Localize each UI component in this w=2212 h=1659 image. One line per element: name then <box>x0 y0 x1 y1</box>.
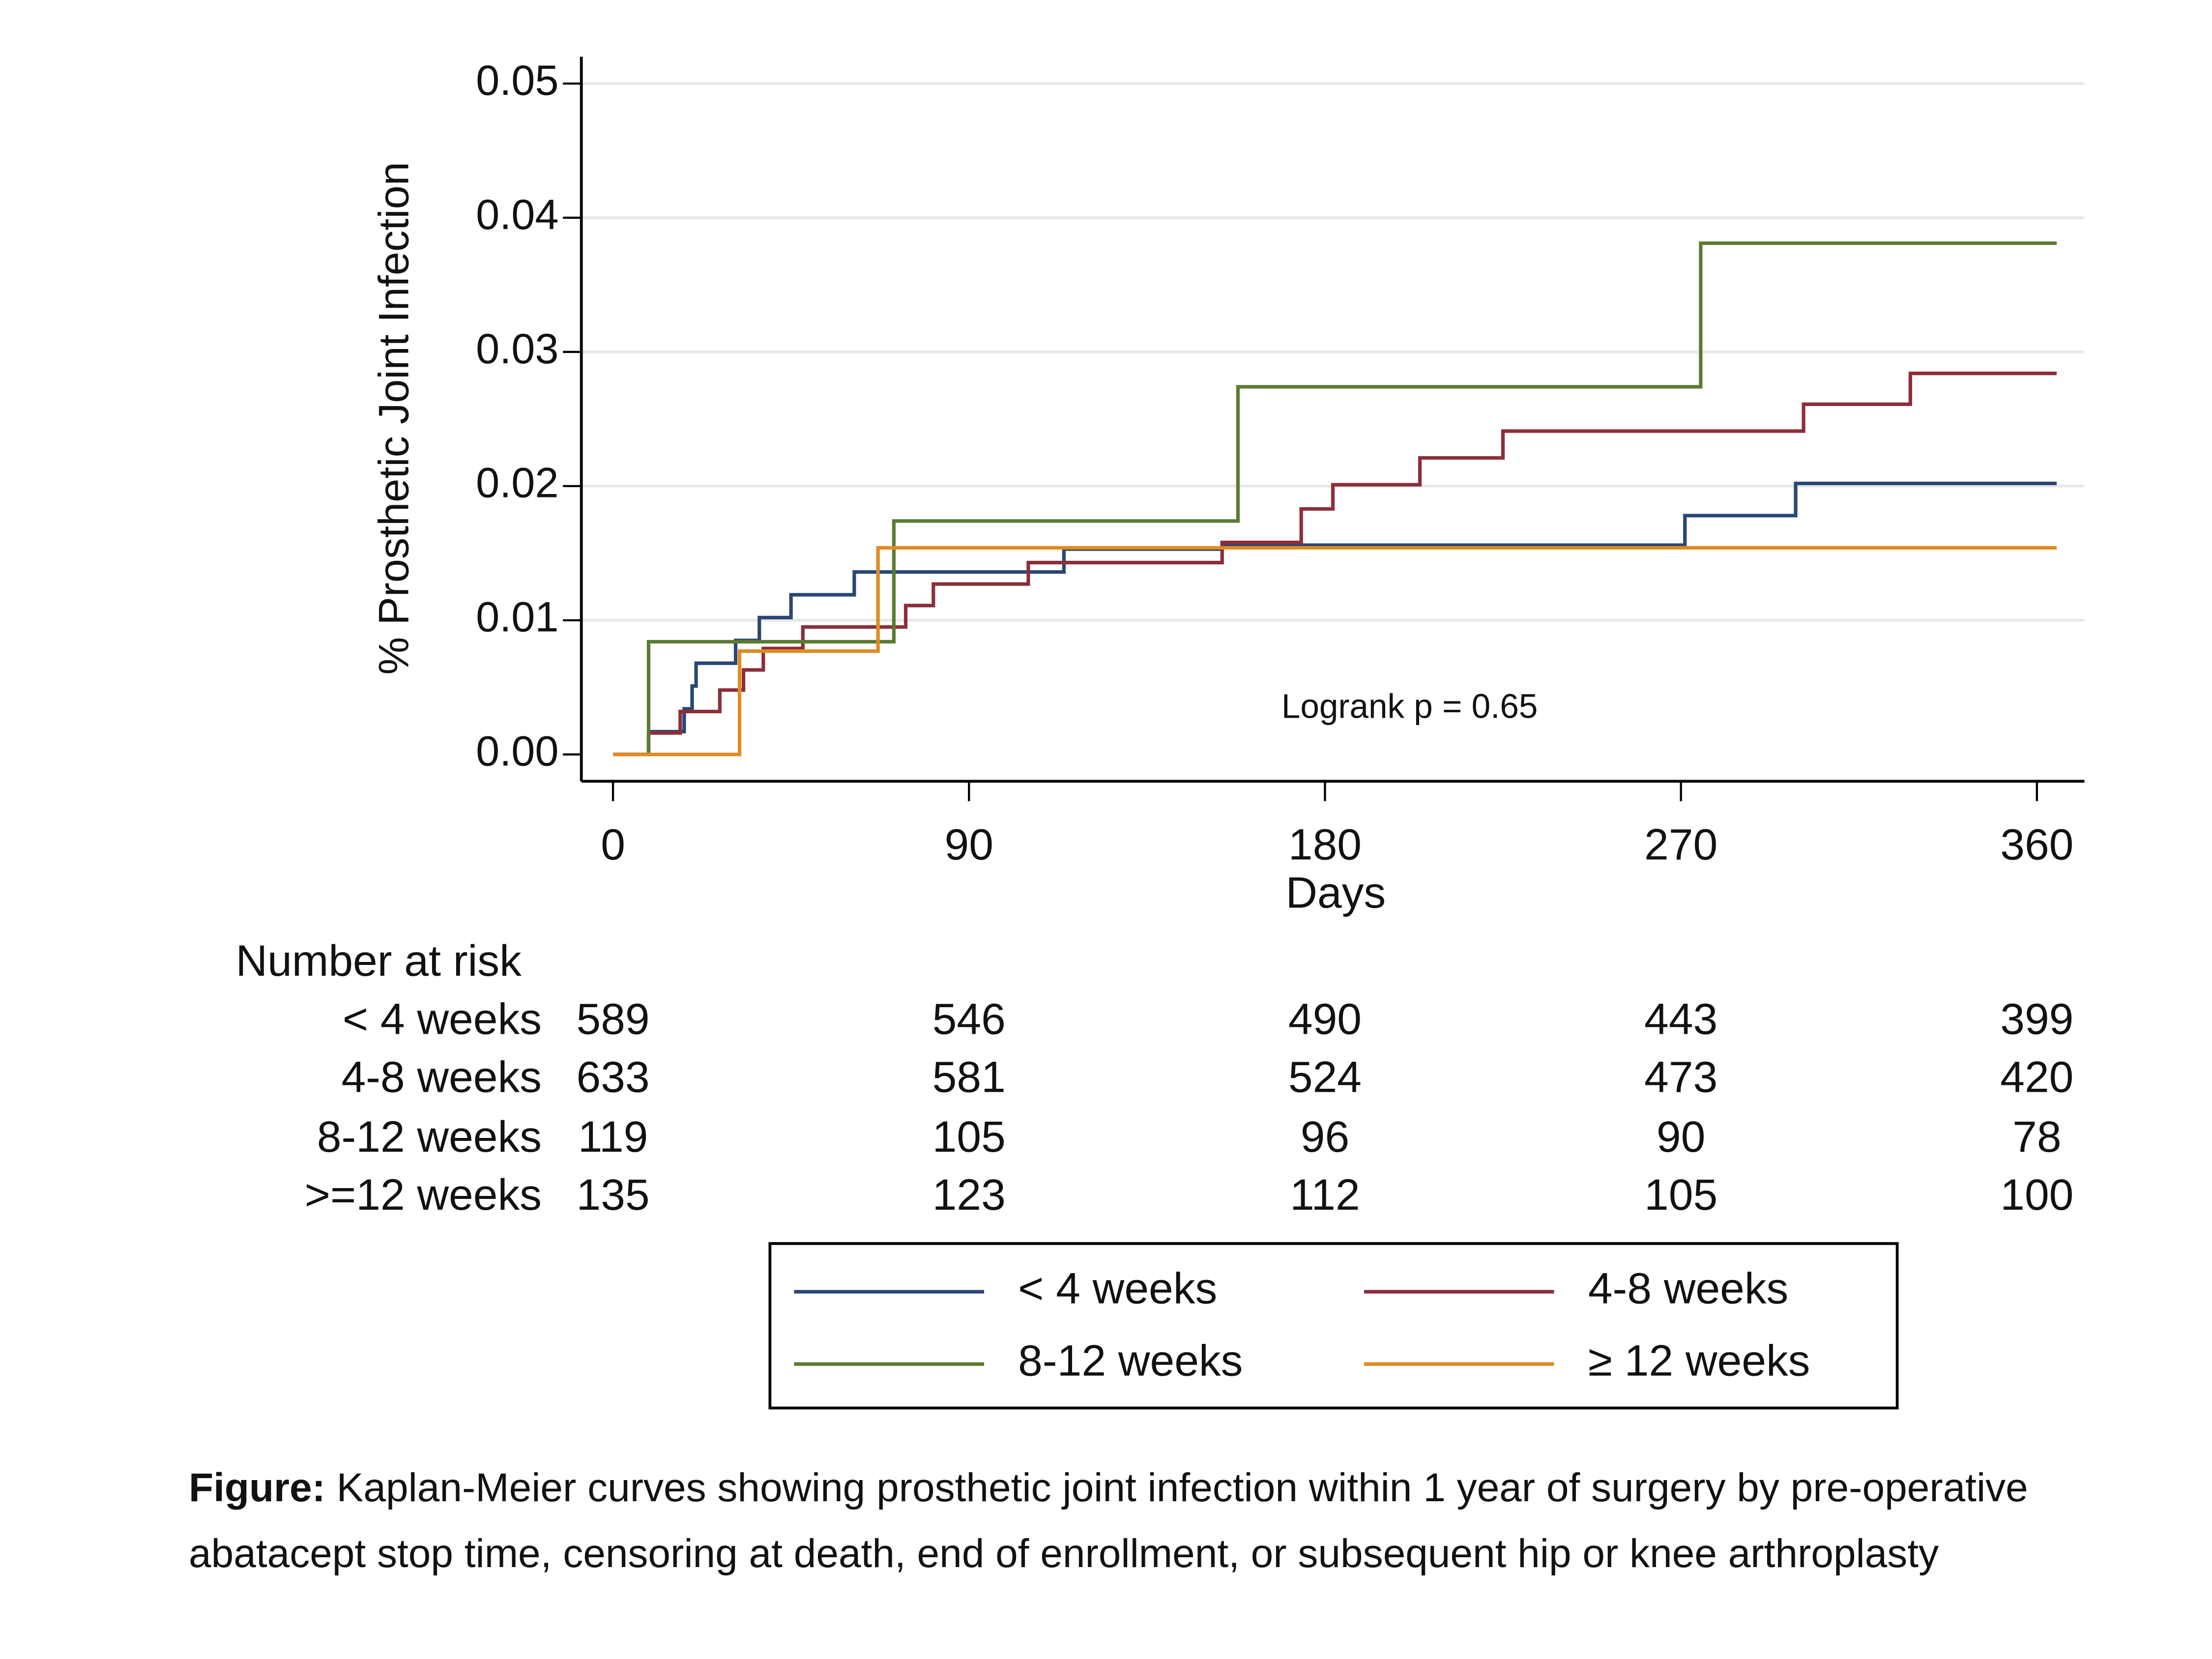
km-curve <box>613 371 2057 757</box>
legend-label: 8-12 weeks <box>1018 1336 1243 1385</box>
x-tick-label: 0 <box>601 820 625 869</box>
risk-table-title: Number at risk <box>236 936 522 985</box>
y-tick-label: 0.02 <box>476 460 558 507</box>
risk-count: 135 <box>576 1170 649 1219</box>
y-tick-label: 0.04 <box>476 191 558 238</box>
risk-count: 420 <box>2000 1052 2073 1102</box>
risk-count: 105 <box>932 1112 1006 1161</box>
legend-box <box>768 1242 1899 1410</box>
risk-count: 112 <box>1290 1170 1360 1219</box>
x-tick-label: 270 <box>1644 820 1717 869</box>
risk-count: 546 <box>932 994 1006 1043</box>
risk-count: 90 <box>1657 1112 1705 1161</box>
legend-label: 4-8 weeks <box>1588 1264 1788 1313</box>
risk-count: 399 <box>2000 994 2073 1043</box>
risk-count: 490 <box>1288 994 1362 1043</box>
risk-count: 581 <box>932 1052 1006 1102</box>
x-tick-label: 90 <box>945 820 993 869</box>
risk-count: 473 <box>1644 1052 1717 1102</box>
x-axis-label: Days <box>1285 868 1386 917</box>
risk-count: 524 <box>1288 1052 1362 1102</box>
risk-count: 78 <box>2012 1112 2061 1161</box>
y-tick-label: 0.05 <box>476 57 558 104</box>
annotation: Logrank p = 0.65 <box>1281 687 1538 725</box>
x-tick-label: 360 <box>2000 820 2073 869</box>
risk-count: 119 <box>578 1112 648 1161</box>
caption-text: Kaplan-Meier curves showing prosthetic j… <box>189 1465 2028 1576</box>
y-tick-label: 0.03 <box>476 325 558 373</box>
risk-row-label: 4-8 weeks <box>341 1052 541 1102</box>
risk-count: 100 <box>2000 1170 2073 1219</box>
risk-count: 443 <box>1644 994 1717 1043</box>
risk-count: 96 <box>1301 1112 1349 1161</box>
risk-count: 123 <box>932 1170 1006 1219</box>
risk-row-label: 8-12 weeks <box>317 1112 542 1161</box>
caption-label: Figure: <box>189 1465 325 1510</box>
risk-count: 105 <box>1644 1170 1717 1219</box>
x-tick-label: 180 <box>1288 820 1362 869</box>
y-tick-label: 0.01 <box>476 594 558 641</box>
risk-count: 589 <box>576 994 649 1043</box>
legend-label: ≥ 12 weeks <box>1588 1336 1810 1385</box>
legend-label: < 4 weeks <box>1018 1264 1217 1313</box>
km-curve <box>613 546 2057 757</box>
risk-row-label: >=12 weeks <box>305 1170 542 1219</box>
risk-count: 633 <box>576 1052 649 1102</box>
caption: Figure: Kaplan-Meier curves showing pros… <box>189 1455 2184 1587</box>
y-axis-label: % Prosthetic Joint Infection <box>371 162 418 675</box>
km-curve <box>613 481 2057 757</box>
y-tick-label: 0.00 <box>476 728 558 775</box>
risk-row-label: < 4 weeks <box>343 994 542 1043</box>
km-curve <box>613 241 2057 757</box>
